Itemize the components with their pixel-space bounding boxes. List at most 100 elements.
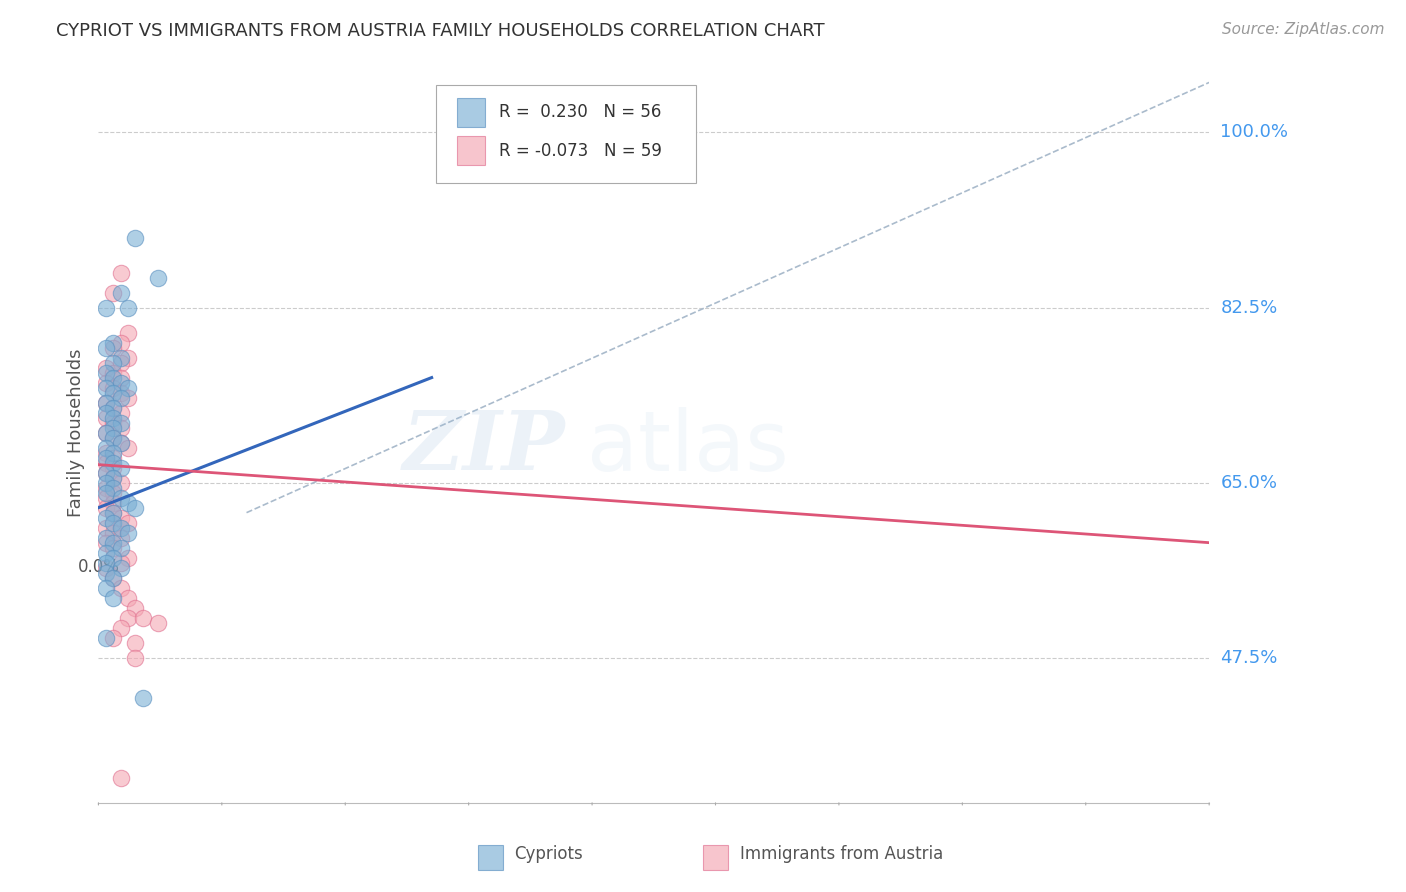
Text: 0.0%: 0.0%: [77, 558, 120, 576]
Point: [110, 621, 132, 635]
Text: 65.0%: 65.0%: [1220, 474, 1277, 491]
Point: [110, 266, 132, 280]
Point: [94, 406, 117, 420]
Point: [103, 410, 125, 425]
Point: [103, 366, 125, 380]
Point: [103, 420, 125, 434]
Point: [103, 516, 125, 530]
Point: [124, 600, 146, 615]
Point: [103, 381, 125, 395]
Point: [94, 510, 117, 524]
Point: [94, 485, 117, 500]
Point: [94, 581, 117, 595]
Point: [117, 301, 139, 315]
Point: [94, 500, 117, 515]
Point: [110, 521, 132, 535]
Point: [110, 406, 132, 420]
Point: [94, 425, 117, 440]
Point: [103, 535, 125, 549]
Point: [110, 416, 132, 430]
Point: [94, 466, 117, 480]
Point: [94, 556, 117, 570]
Point: [110, 491, 132, 505]
Point: [110, 351, 132, 365]
Point: [94, 441, 117, 455]
Point: [103, 341, 125, 355]
Point: [103, 525, 125, 540]
Point: [110, 385, 132, 400]
Point: [94, 521, 117, 535]
Point: [103, 506, 125, 520]
Point: [110, 560, 132, 574]
Point: [94, 395, 117, 409]
Point: [110, 460, 132, 475]
Point: [103, 355, 125, 369]
Point: [146, 270, 169, 285]
Point: [94, 456, 117, 470]
Text: 82.5%: 82.5%: [1220, 299, 1278, 317]
Point: [117, 591, 139, 605]
Point: [103, 571, 125, 585]
Point: [103, 485, 125, 500]
Point: [94, 531, 117, 545]
Point: [117, 610, 139, 624]
Point: [132, 690, 155, 705]
Point: [94, 450, 117, 465]
Point: [94, 535, 117, 549]
Point: [110, 581, 132, 595]
Point: [103, 470, 125, 484]
Point: [103, 370, 125, 384]
Point: [117, 516, 139, 530]
Point: [103, 431, 125, 445]
Point: [103, 416, 125, 430]
Point: [103, 631, 125, 645]
Text: Immigrants from Austria: Immigrants from Austria: [740, 845, 943, 863]
Point: [103, 401, 125, 415]
Point: [110, 370, 132, 384]
Point: [94, 445, 117, 459]
Point: [94, 546, 117, 560]
Text: CYPRIOT VS IMMIGRANTS FROM AUSTRIA FAMILY HOUSEHOLDS CORRELATION CHART: CYPRIOT VS IMMIGRANTS FROM AUSTRIA FAMIL…: [56, 22, 825, 40]
Text: 47.5%: 47.5%: [1220, 648, 1278, 666]
Point: [110, 531, 132, 545]
Point: [110, 355, 132, 369]
Point: [103, 445, 125, 459]
Point: [110, 771, 132, 785]
Point: [94, 566, 117, 580]
Point: [94, 491, 117, 505]
Point: [110, 335, 132, 350]
Point: [94, 395, 117, 409]
Point: [117, 441, 139, 455]
Point: [110, 420, 132, 434]
Point: [94, 631, 117, 645]
Point: [110, 541, 132, 555]
Point: [124, 500, 146, 515]
Point: [117, 391, 139, 405]
Point: [124, 636, 146, 650]
Point: [103, 431, 125, 445]
Point: [124, 230, 146, 244]
Point: [94, 366, 117, 380]
Y-axis label: Family Households: Family Households: [66, 349, 84, 516]
Point: [117, 381, 139, 395]
Point: [117, 525, 139, 540]
Point: [94, 360, 117, 375]
Point: [110, 285, 132, 300]
Point: [103, 481, 125, 495]
Point: [103, 470, 125, 484]
Point: [103, 335, 125, 350]
Point: [110, 556, 132, 570]
Point: [94, 560, 117, 574]
Point: [94, 475, 117, 490]
Point: [110, 475, 132, 490]
Text: Cypriots: Cypriots: [515, 845, 583, 863]
Point: [103, 401, 125, 415]
Point: [103, 591, 125, 605]
Point: [103, 285, 125, 300]
Point: [94, 425, 117, 440]
Point: [146, 615, 169, 630]
Point: [94, 341, 117, 355]
Point: [117, 496, 139, 510]
Point: [103, 460, 125, 475]
Point: [94, 481, 117, 495]
